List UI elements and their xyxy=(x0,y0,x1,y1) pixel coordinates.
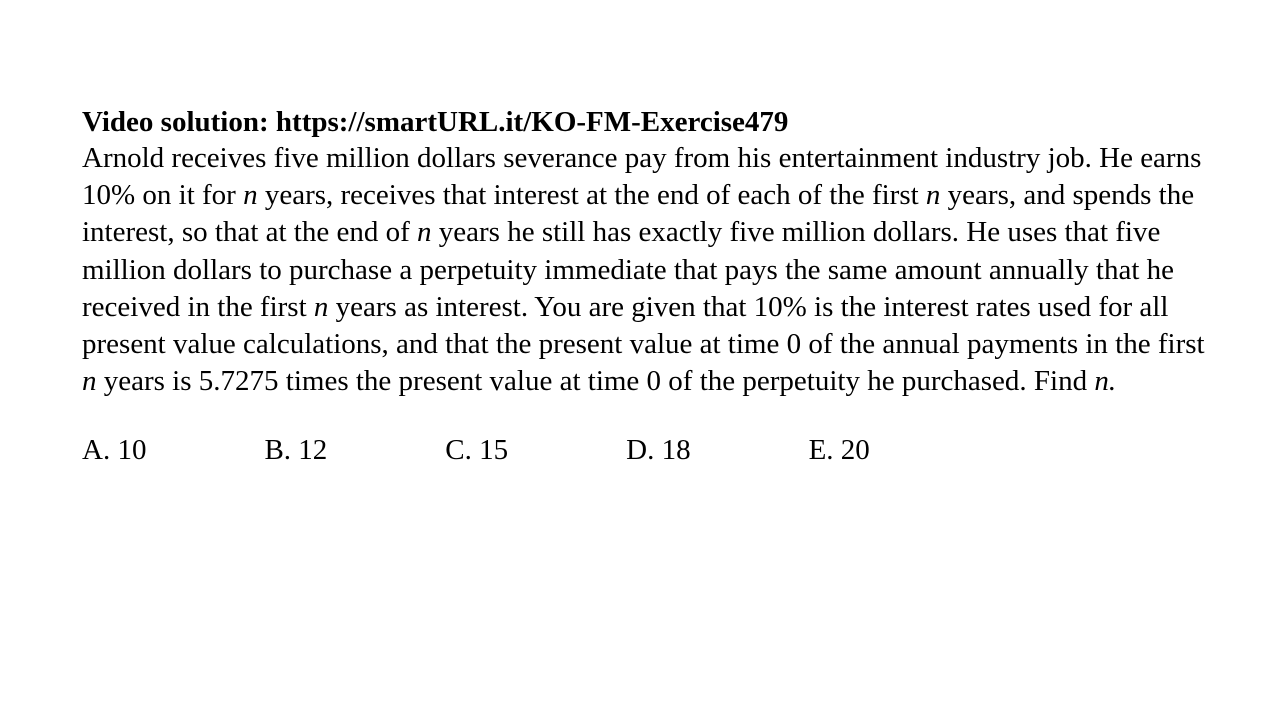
choice-e: E. 20 xyxy=(809,434,870,467)
problem-n-3: n xyxy=(417,216,432,248)
heading-url: https://smartURL.it/KO-FM-Exercise479 xyxy=(276,106,789,138)
problem-n-5: n xyxy=(82,365,97,397)
problem-n-4: n xyxy=(314,291,329,323)
answer-choices: A. 10 B. 12 C. 15 D. 18 E. 20 xyxy=(82,434,1220,467)
problem-text: Arnold receives five million dollars sev… xyxy=(82,140,1220,400)
video-solution-heading: Video solution: https://smartURL.it/KO-F… xyxy=(82,104,1220,140)
choice-c: C. 15 xyxy=(445,434,508,467)
choice-b: B. 12 xyxy=(264,434,327,467)
choice-a: A. 10 xyxy=(82,434,146,467)
heading-prefix: Video solution: xyxy=(82,106,276,138)
problem-n-6: n. xyxy=(1094,365,1116,397)
choice-d: D. 18 xyxy=(626,434,690,467)
problem-seg-6: years is 5.7275 times the present value … xyxy=(97,365,1095,397)
problem-seg-2: years, receives that interest at the end… xyxy=(258,179,926,211)
page: Video solution: https://smartURL.it/KO-F… xyxy=(0,0,1280,467)
problem-n-1: n xyxy=(243,179,258,211)
problem-n-2: n xyxy=(926,179,941,211)
